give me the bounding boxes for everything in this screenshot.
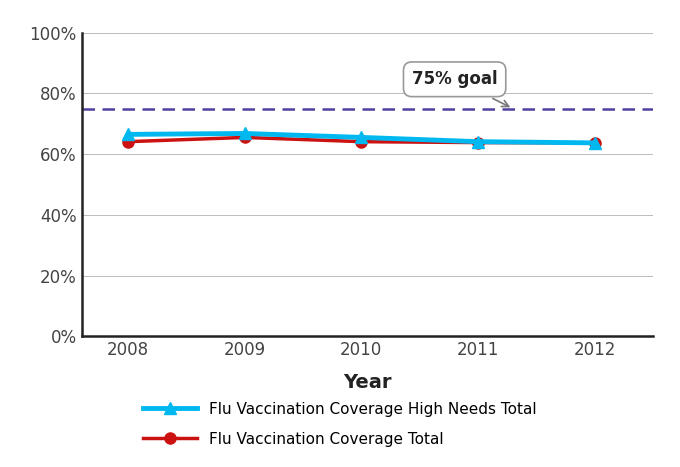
Text: 75% goal: 75% goal <box>412 71 509 106</box>
Legend: Flu Vaccination Coverage High Needs Total, Flu Vaccination Coverage Total: Flu Vaccination Coverage High Needs Tota… <box>136 394 544 455</box>
X-axis label: Year: Year <box>343 373 392 392</box>
